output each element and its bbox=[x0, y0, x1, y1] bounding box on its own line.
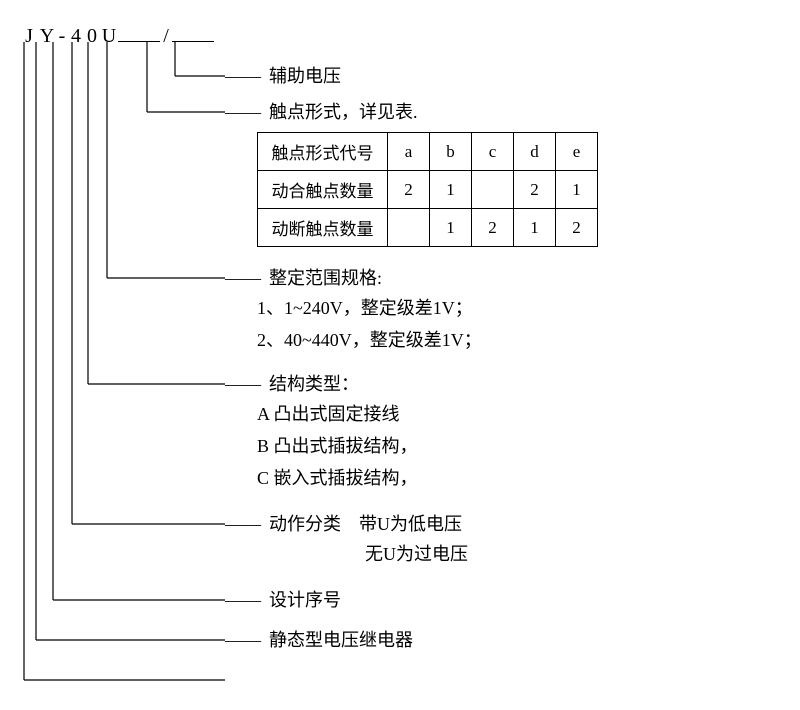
model-code-part: / bbox=[160, 25, 172, 48]
table-row-label: 动断触点数量 bbox=[258, 209, 388, 247]
structure-line-0: A 凸出式固定接线 bbox=[257, 398, 418, 430]
model-code-part: 4 bbox=[68, 25, 84, 48]
contact-table: 触点形式代号abcde动合触点数量2121动断触点数量1212 bbox=[257, 132, 598, 247]
action-line1: 动作分类 带U为低电压 bbox=[269, 510, 462, 538]
design-serial-label: 设计序号 bbox=[269, 586, 341, 614]
table-cell: 1 bbox=[430, 209, 472, 247]
table-header-cell: c bbox=[472, 133, 514, 171]
action-line2: 无U为过电压 bbox=[365, 538, 468, 570]
table-header-cell: d bbox=[514, 133, 556, 171]
static-relay-label: 静态型电压继电器 bbox=[269, 626, 413, 654]
contact-form-label: 触点形式，详见表. bbox=[269, 98, 418, 126]
table-cell bbox=[472, 171, 514, 209]
setting-range-line-0: 1、1~240V，整定级差1V； bbox=[257, 292, 482, 324]
setting-range-title: 整定范围规格: bbox=[269, 264, 382, 292]
setting-range-block: —— 整定范围规格:1、1~240V，整定级差1V；2、40~440V，整定级差1… bbox=[225, 264, 482, 356]
table-cell: 2 bbox=[556, 209, 598, 247]
structure-line-1: B 凸出式插拔结构， bbox=[257, 430, 418, 462]
dash-prefix: —— bbox=[225, 264, 261, 292]
setting-range-line-1: 2、40~440V，整定级差1V； bbox=[257, 324, 482, 356]
aux-voltage-block: —— 辅助电压 bbox=[225, 62, 341, 90]
dash-prefix: —— bbox=[225, 510, 261, 538]
table-cell: 1 bbox=[556, 171, 598, 209]
table-cell: 2 bbox=[514, 171, 556, 209]
static-relay-block: —— 静态型电压继电器 bbox=[225, 626, 413, 654]
table-header-cell: b bbox=[430, 133, 472, 171]
table-cell: 2 bbox=[472, 209, 514, 247]
table-header-cell: 触点形式代号 bbox=[258, 133, 388, 171]
dash-prefix: —— bbox=[225, 626, 261, 654]
model-code-part: J bbox=[20, 25, 38, 48]
design-serial-block: —— 设计序号 bbox=[225, 586, 341, 614]
table-cell bbox=[388, 209, 430, 247]
table-row: 动断触点数量1212 bbox=[258, 209, 598, 247]
table-row: 动合触点数量2121 bbox=[258, 171, 598, 209]
model-code: JY-40U / bbox=[20, 20, 214, 48]
action-block: —— 动作分类 带U为低电压无U为过电压 bbox=[225, 510, 468, 570]
table-header-cell: a bbox=[388, 133, 430, 171]
model-code-part: - bbox=[56, 25, 68, 48]
table-header-cell: e bbox=[556, 133, 598, 171]
dash-prefix: —— bbox=[225, 586, 261, 614]
aux-voltage-label: 辅助电压 bbox=[269, 62, 341, 90]
model-code-part: U bbox=[100, 25, 118, 48]
table-cell: 1 bbox=[430, 171, 472, 209]
dash-prefix: —— bbox=[225, 98, 261, 126]
dash-prefix: —— bbox=[225, 62, 261, 90]
dash-prefix: —— bbox=[225, 370, 261, 398]
table-cell: 1 bbox=[514, 209, 556, 247]
model-code-part: 0 bbox=[84, 25, 100, 48]
structure-block: —— 结构类型：A 凸出式固定接线B 凸出式插拔结构，C 嵌入式插拔结构， bbox=[225, 370, 418, 494]
structure-title: 结构类型： bbox=[269, 370, 359, 398]
table-row-label: 动合触点数量 bbox=[258, 171, 388, 209]
table-cell: 2 bbox=[388, 171, 430, 209]
model-code-part: Y bbox=[38, 25, 56, 48]
model-code-part bbox=[172, 20, 214, 42]
contact-form-block: ——触点形式，详见表.触点形式代号abcde动合触点数量2121动断触点数量12… bbox=[225, 98, 598, 253]
structure-line-2: C 嵌入式插拔结构， bbox=[257, 462, 418, 494]
model-code-part bbox=[118, 20, 160, 42]
